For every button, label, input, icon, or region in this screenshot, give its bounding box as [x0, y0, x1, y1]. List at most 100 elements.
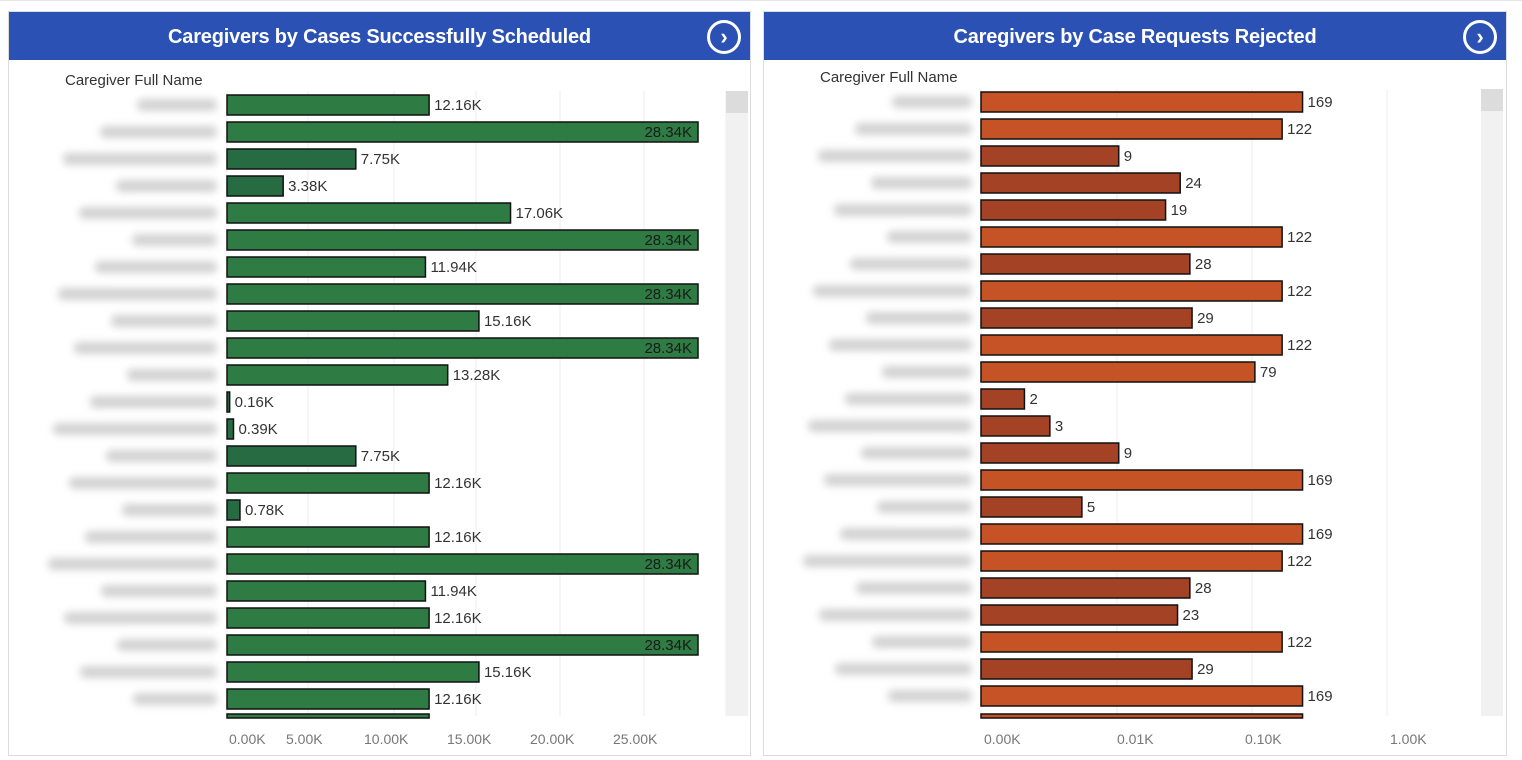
- bar[interactable]: [226, 391, 231, 413]
- bar[interactable]: [980, 577, 1191, 599]
- bar[interactable]: [980, 91, 1304, 113]
- bar[interactable]: [226, 121, 699, 143]
- top-divider: [0, 0, 1522, 1]
- bar[interactable]: [226, 499, 241, 521]
- bar[interactable]: [226, 472, 430, 494]
- bar-value-label: 28.34K: [644, 637, 692, 654]
- bar[interactable]: [980, 253, 1191, 275]
- x-tick-label: 0.01K: [1117, 731, 1154, 747]
- bar-value-label: 28.34K: [644, 232, 692, 249]
- scrollbar-thumb[interactable]: [1481, 89, 1503, 111]
- bar-value-label: 169: [1308, 94, 1333, 111]
- bar[interactable]: [980, 334, 1283, 356]
- bar-value-label: 12.16K: [434, 529, 482, 546]
- bar[interactable]: [980, 469, 1304, 491]
- x-tick-label: 0.00K: [229, 731, 266, 747]
- bar[interactable]: [226, 418, 235, 440]
- x-tick-label: 25.00K: [613, 731, 658, 747]
- bar[interactable]: [980, 145, 1120, 167]
- bar[interactable]: [980, 415, 1051, 437]
- caregiver-name-blurred: [132, 234, 217, 246]
- caregiver-name-blurred: [850, 258, 972, 270]
- bar[interactable]: [980, 523, 1304, 545]
- scheduled-chart-panel: Caregivers by Cases Successfully Schedul…: [8, 11, 751, 756]
- bar[interactable]: [980, 199, 1167, 221]
- bar[interactable]: [980, 226, 1283, 248]
- bar[interactable]: [980, 361, 1256, 383]
- caregiver-name-blurred: [818, 150, 972, 162]
- bar[interactable]: [980, 496, 1083, 518]
- bar[interactable]: [980, 172, 1181, 194]
- bar[interactable]: [980, 442, 1120, 464]
- bar-value-label: 28.34K: [644, 124, 692, 141]
- bar[interactable]: [980, 604, 1179, 626]
- bar[interactable]: [226, 148, 357, 170]
- bar-value-label: 9: [1124, 445, 1132, 462]
- bar-value-label: 169: [1308, 688, 1333, 705]
- caregiver-name-blurred: [58, 288, 217, 300]
- vertical-scrollbar[interactable]: [726, 91, 748, 716]
- caregiver-name-blurred: [74, 342, 217, 354]
- bar-value-label: 0.39K: [238, 421, 277, 438]
- bar[interactable]: [980, 388, 1026, 410]
- bar[interactable]: [226, 256, 427, 278]
- bar-value-label: 17.06K: [516, 205, 564, 222]
- bar[interactable]: [226, 688, 430, 710]
- bar[interactable]: [226, 553, 699, 575]
- chevron-right-circle-icon[interactable]: ›: [1463, 20, 1497, 54]
- rejected-chart-panel: Caregivers by Case Requests Rejected › C…: [763, 11, 1507, 756]
- caregiver-name-blurred: [887, 231, 972, 243]
- panel-title: Caregivers by Cases Successfully Schedul…: [168, 26, 591, 48]
- x-tick-label: 20.00K: [530, 731, 575, 747]
- y-field-label: Caregiver Full Name: [820, 69, 958, 86]
- bar[interactable]: [226, 661, 480, 683]
- caregiver-name-blurred: [840, 528, 972, 540]
- bar-value-label: 15.16K: [484, 664, 532, 681]
- bar[interactable]: [226, 634, 699, 656]
- caregiver-name-blurred: [69, 477, 217, 489]
- bar-value-label: 0.16K: [235, 394, 274, 411]
- caregiver-name-blurred: [819, 609, 972, 621]
- caregiver-name-blurred: [877, 501, 972, 513]
- bar[interactable]: [226, 94, 430, 116]
- bar-value-label: 12.16K: [434, 475, 482, 492]
- bar-value-label: 122: [1287, 229, 1312, 246]
- bar-value-label: 0.78K: [245, 502, 284, 519]
- bar[interactable]: [980, 658, 1193, 680]
- x-tick-label: 10.00K: [364, 731, 409, 747]
- bar[interactable]: [980, 307, 1193, 329]
- bar[interactable]: [980, 280, 1283, 302]
- bar[interactable]: [980, 631, 1283, 653]
- bar[interactable]: [980, 685, 1304, 707]
- bar[interactable]: [226, 364, 449, 386]
- bar-value-label: 29: [1197, 310, 1214, 327]
- caregiver-name-blurred: [813, 285, 972, 297]
- scrollbar-thumb[interactable]: [726, 91, 748, 113]
- bar-value-label: 3: [1055, 418, 1063, 435]
- bar[interactable]: [226, 175, 284, 197]
- bar[interactable]: [226, 283, 699, 305]
- bar[interactable]: [226, 337, 699, 359]
- vertical-scrollbar[interactable]: [1481, 89, 1503, 716]
- bar[interactable]: [226, 202, 512, 224]
- bar[interactable]: [226, 310, 480, 332]
- bar[interactable]: [226, 607, 430, 629]
- bar-value-label: 12.16K: [434, 691, 482, 708]
- bar-value-label: 12.16K: [434, 97, 482, 114]
- bar[interactable]: [226, 580, 427, 602]
- bar[interactable]: [980, 550, 1283, 572]
- caregiver-name-blurred: [127, 369, 217, 381]
- caregiver-name-blurred: [892, 96, 972, 108]
- bar-value-label: 28.34K: [644, 556, 692, 573]
- bar-value-label: 23: [1183, 607, 1200, 624]
- bar[interactable]: [980, 118, 1283, 140]
- chevron-right-circle-icon[interactable]: ›: [707, 20, 741, 54]
- caregiver-name-blurred: [824, 474, 972, 486]
- panel-header: Caregivers by Case Requests Rejected ›: [764, 12, 1506, 60]
- bar[interactable]: [226, 445, 357, 467]
- bar[interactable]: [226, 229, 699, 251]
- bar-value-label: 11.94K: [430, 583, 476, 600]
- caregiver-name-blurred: [856, 582, 972, 594]
- bar[interactable]: [226, 526, 430, 548]
- caregiver-name-blurred: [80, 666, 217, 678]
